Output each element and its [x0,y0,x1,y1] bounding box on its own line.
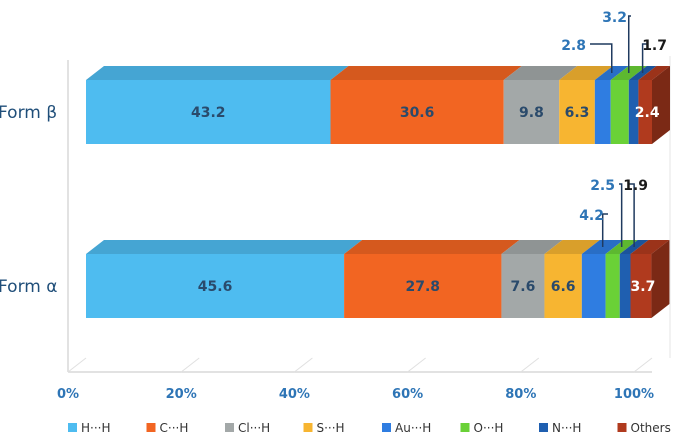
x-tick-label: 100% [614,387,654,402]
bar-top-h-h-1 [86,240,363,254]
legend-label-c-h: C···H [160,421,189,435]
data-label-h-h-0: 43.2 [191,105,226,121]
data-label-c-h-1: 27.8 [405,279,440,295]
legend-swatch-au-h [382,423,391,432]
legend-swatch-n-h [539,423,548,432]
legend-label-h-h: H···H [81,421,111,435]
data-label-others-1: 3.7 [631,279,656,295]
gridline-0 [67,357,87,373]
legend-label-n-h: N···H [552,421,581,435]
bar-cl-h-1 [501,254,545,318]
bar-top-s-h-1 [544,240,600,254]
bar-au-h-1 [581,254,606,318]
legend-swatch-o-h [460,423,470,432]
x-tick-label: 80% [505,387,536,402]
bar-top-c-h-1 [344,240,520,254]
data-label-others-0: 2.4 [635,105,660,121]
data-label-s-h-1: 6.6 [551,279,576,295]
x-tick-label: 40% [279,387,310,402]
leader-line-n-h-1 [629,183,635,247]
bars: 43.2 30.6 9.8 6.3 2.4 2.8 3.2 1.7 45.6 27.8 7.6 6.6… [86,10,670,318]
bar-top-others-1 [630,240,670,254]
gridline-1 [180,357,200,373]
leader-line-o-h-0 [627,15,631,73]
bar-top-h-h-0 [86,66,349,80]
bar-others-0 [638,80,652,144]
leader-line-au-h-0 [590,43,613,73]
legend-label-au-h: Au···H [395,421,431,435]
data-label-c-h-0: 30.6 [400,105,435,121]
leader-line-n-h-0 [641,43,647,73]
bar-n-h-0 [628,80,639,144]
data-label-h-h-1: 45.6 [198,279,233,295]
legend-label-o-h: O···H [474,421,504,435]
bar-s-h-0 [559,80,595,144]
bar-c-h-1 [344,254,502,318]
legend-label-s-h: S···H [317,421,345,435]
bar-others-1 [630,254,652,318]
gridline-3 [407,357,426,373]
bar-end-face-0 [652,66,670,144]
x-tick-label: 60% [392,387,423,402]
data-label-au-h-1: 4.2 [579,208,604,224]
category-label-0: Form β [0,103,57,123]
gridline-4 [520,357,540,373]
data-label-n-h-0: 1.7 [642,38,667,54]
bar-top-others-0 [638,66,670,80]
bar-cl-h-0 [503,80,560,144]
bar-top-c-h-0 [330,66,522,80]
data-label-s-h-0: 6.3 [565,105,590,121]
bar-h-h-0 [86,80,331,144]
gridline-2 [294,357,313,373]
category-label-1: Form α [0,277,57,297]
data-label-cl-h-1: 7.6 [511,279,536,295]
gridline-5 [633,357,653,373]
bar-au-h-0 [594,80,611,144]
legend-label-others: Others [631,421,671,435]
data-label-cl-h-0: 9.8 [519,105,544,121]
leader-line-au-h-1 [601,213,608,247]
x-tick-label: 20% [166,387,197,402]
bar-top-s-h-0 [559,66,613,80]
legend-label-cl-h: Cl···H [238,421,270,435]
category-labels: Form β Form α [0,103,57,297]
data-label-au-h-0: 2.8 [561,38,586,54]
legend-swatch-cl-h [225,423,234,432]
data-label-n-h-1: 1.9 [623,178,648,194]
bar-o-h-1 [605,254,620,318]
data-label-o-h-0: 3.2 [602,10,627,26]
legend: H···H C···H Cl···H S···H Au···H O···H N···H Oth… [68,421,671,435]
bar-o-h-0 [610,80,629,144]
leader-line-o-h-1 [619,183,623,247]
bar-n-h-1 [619,254,631,318]
legend-swatch-others [617,423,627,432]
bar-end-face-1 [651,240,670,318]
bar-c-h-0 [330,80,504,144]
x-tick-label: 0% [57,387,79,402]
legend-swatch-h-h [68,423,77,432]
bar-top-cl-h-1 [501,240,563,254]
bar-s-h-1 [544,254,582,318]
bar-h-h-1 [86,254,345,318]
bar-top-cl-h-0 [503,66,578,80]
legend-swatch-c-h [146,423,156,432]
x-tick-labels: 0% 20% 40% 60% 80% 100% [57,387,654,402]
data-label-o-h-1: 2.5 [590,178,615,194]
legend-swatch-s-h [303,423,313,432]
